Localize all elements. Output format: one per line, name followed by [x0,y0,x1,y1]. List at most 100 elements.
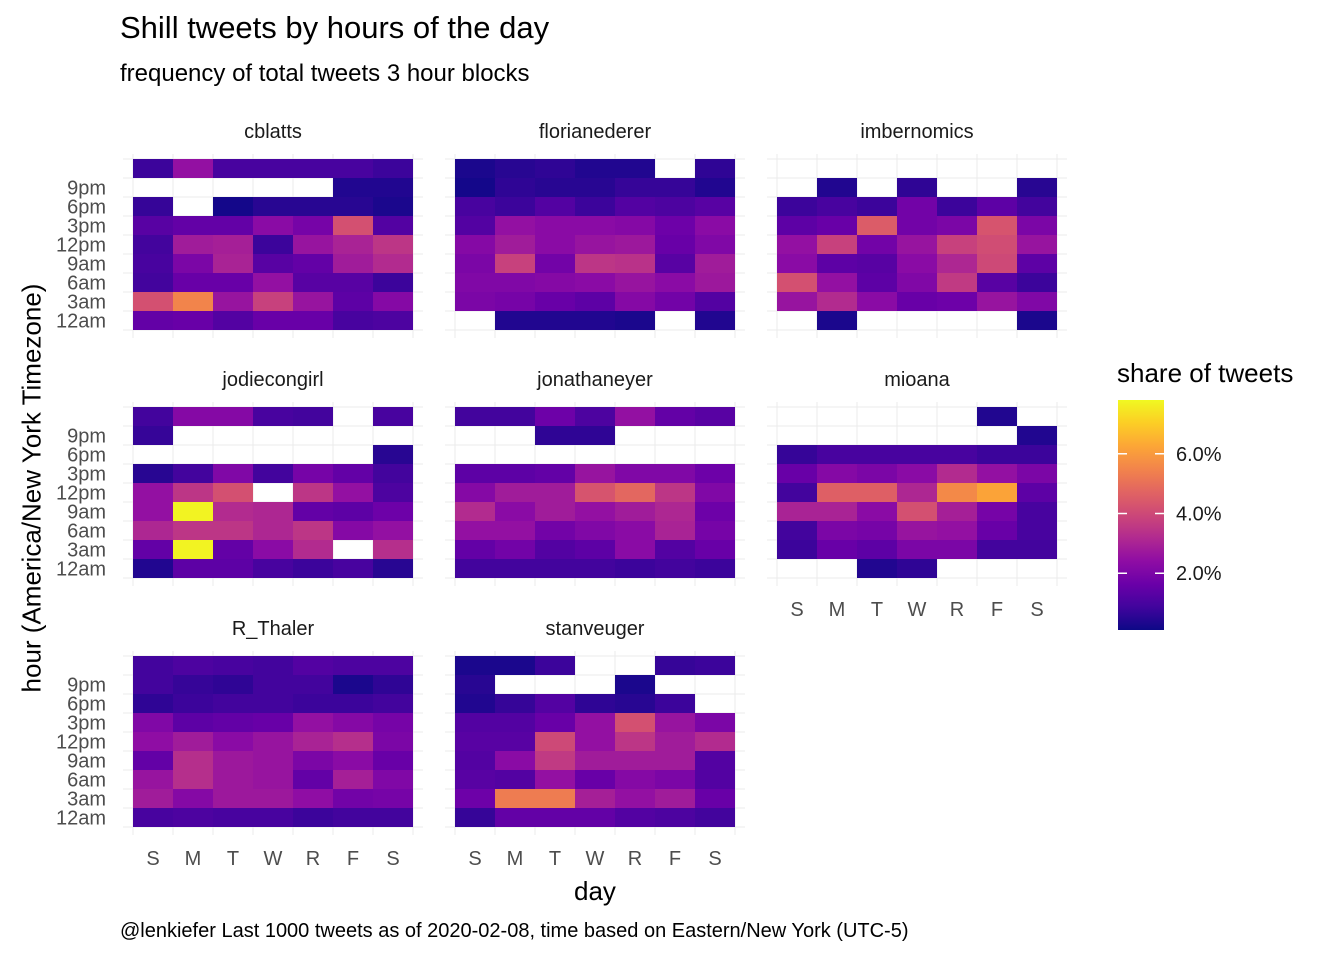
heatmap-cell [977,445,1017,464]
heatmap-cell [133,732,173,751]
heatmap-cell [495,464,535,483]
heatmap-cell [373,445,413,464]
heatmap-cell [655,216,695,235]
heatmap-cell [977,292,1017,311]
heatmap-cell [293,808,333,827]
heatmap-cell [615,464,655,483]
heatmap-cell [253,216,293,235]
heatmap-cell [897,235,937,254]
heatmap-cell [455,464,495,483]
heatmap-cell [133,273,173,292]
heatmap-cell [495,178,535,197]
heatmap-cell [615,311,655,330]
facet-label: jonathaneyer [536,369,653,391]
heatmap-cell [373,521,413,540]
heatmap-cell [173,808,213,827]
heatmap-cell [817,311,857,330]
heatmap-cell [253,235,293,254]
x-tick-label: S [146,848,159,870]
heatmap-cell [253,521,293,540]
heatmap-cell [1017,311,1057,330]
heatmap-cell [535,254,575,273]
heatmap-cell [817,273,857,292]
heatmap-cell [133,656,173,675]
heatmap-cell [615,197,655,216]
heatmap-cell [173,254,213,273]
heatmap-cell [897,292,937,311]
heatmap-cell [575,216,615,235]
heatmap-cell [937,521,977,540]
heatmap-cell [133,426,173,445]
heatmap-cell [293,789,333,808]
heatmap-cell [373,483,413,502]
heatmap-cell [1017,521,1057,540]
heatmap-cell [293,521,333,540]
heatmap-cell [1017,502,1057,521]
heatmap-cell [293,254,333,273]
heatmap-cell [535,656,575,675]
heatmap-cell [695,292,735,311]
heatmap-cell [373,197,413,216]
heatmap-cell [977,254,1017,273]
heatmap-cell [373,216,413,235]
heatmap-cell [495,713,535,732]
y-tick-label: 12pm [56,235,106,257]
x-tick-label: T [549,848,561,870]
heatmap-cell [333,197,373,216]
heatmap-cell [333,216,373,235]
heatmap-cell [495,656,535,675]
legend-colorbar [1118,400,1164,630]
heatmap-cell [293,732,333,751]
heatmap-cell [333,464,373,483]
heatmap-cell [535,159,575,178]
heatmap-cell [253,559,293,578]
heatmap-cell [535,235,575,254]
heatmap-cell [213,732,253,751]
heatmap-cell [495,540,535,559]
heatmap-cell [615,273,655,292]
heatmap-cell [977,483,1017,502]
heatmap-cell [173,521,213,540]
legend-tick-label: 4.0% [1176,504,1222,526]
x-tick-label: W [586,848,605,870]
heatmap-cell [213,808,253,827]
heatmap-cell [937,273,977,292]
heatmap-cell [213,197,253,216]
legend-tick-label: 2.0% [1176,563,1222,585]
heatmap-cell [937,197,977,216]
heatmap-cell [575,273,615,292]
heatmap-cell [293,559,333,578]
heatmap-cell [373,540,413,559]
heatmap-cell [293,483,333,502]
heatmap-cell [897,540,937,559]
y-tick-label: 3pm [67,713,106,735]
facet-label: cblatts [244,121,302,143]
heatmap-cell [535,540,575,559]
heatmap-cell [333,770,373,789]
heatmap-cell [937,445,977,464]
heatmap-cell [495,159,535,178]
heatmap-cell [857,254,897,273]
y-tick-label: 12am [56,559,106,581]
heatmap-cell [857,445,897,464]
heatmap-cell [1017,273,1057,292]
heatmap-cell [173,464,213,483]
heatmap-cell [857,483,897,502]
heatmap-cell [695,178,735,197]
heatmap-cell [173,273,213,292]
heatmap-cell [455,713,495,732]
heatmap-cell [695,559,735,578]
y-tick-label: 6pm [67,694,106,716]
heatmap-cell [575,502,615,521]
heatmap-cell [535,808,575,827]
y-tick-label: 3am [67,540,106,562]
facet-label: imbernomics [860,121,973,143]
heatmap-cell [495,292,535,311]
y-tick-label: 3pm [67,464,106,486]
heatmap-cell [455,732,495,751]
heatmap-cell [293,675,333,694]
heatmap-cell [213,273,253,292]
heatmap-cell [253,292,293,311]
